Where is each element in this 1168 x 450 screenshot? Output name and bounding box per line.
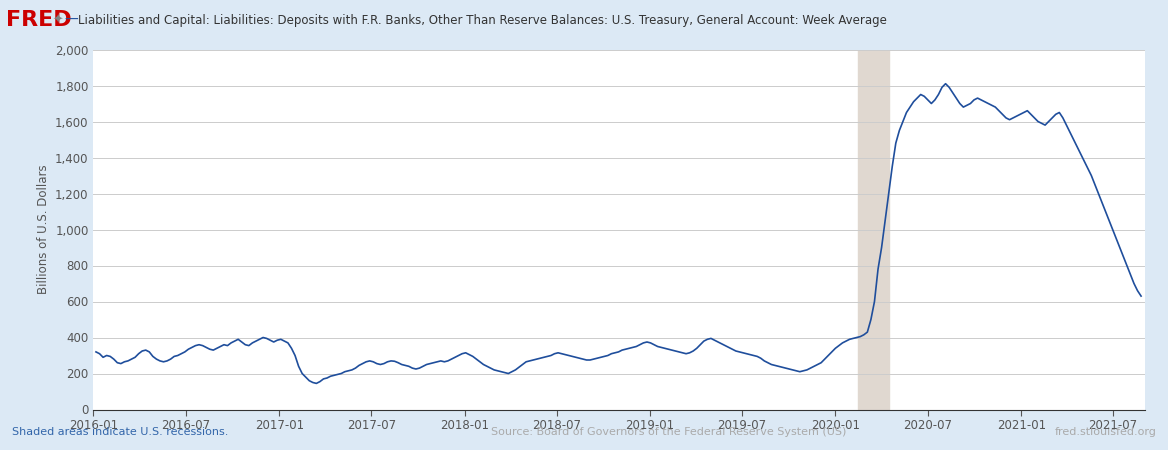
Bar bbox=[858, 50, 889, 410]
Text: fred.stlouisfed.org: fred.stlouisfed.org bbox=[1055, 427, 1156, 437]
Y-axis label: Billions of U.S. Dollars: Billions of U.S. Dollars bbox=[36, 165, 49, 294]
Text: ✦: ✦ bbox=[53, 14, 63, 27]
Text: Source: Board of Governors of the Federal Reserve System (US): Source: Board of Governors of the Federa… bbox=[491, 427, 846, 437]
Text: Shaded areas indicate U.S. recessions.: Shaded areas indicate U.S. recessions. bbox=[12, 427, 228, 437]
Text: Liabilities and Capital: Liabilities: Deposits with F.R. Banks, Other Than Reser: Liabilities and Capital: Liabilities: De… bbox=[78, 14, 888, 27]
Text: FRED: FRED bbox=[6, 10, 71, 30]
Text: —: — bbox=[64, 13, 78, 27]
